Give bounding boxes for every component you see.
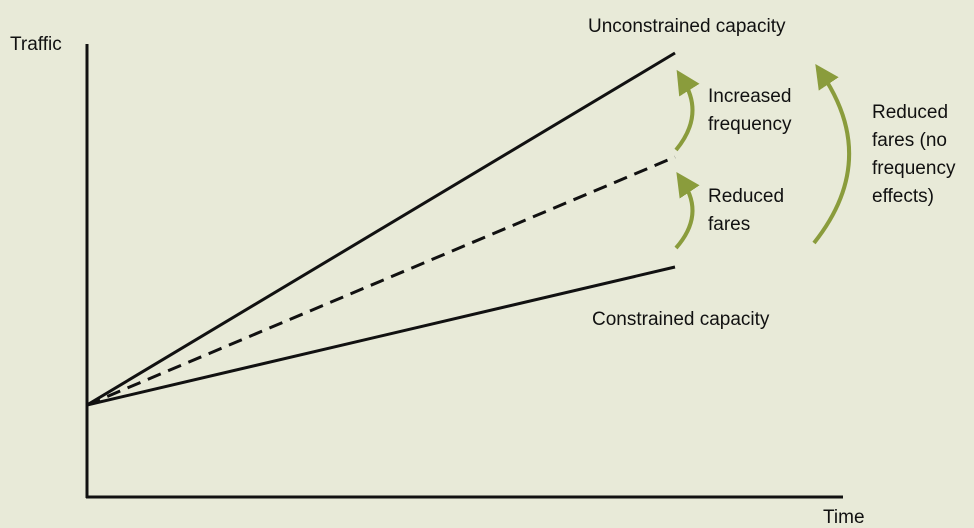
reduced-fares-no-frequency-arrow (812, 64, 852, 245)
reduced-fares-arrow (674, 172, 700, 250)
line-label: Constrained capacity (592, 309, 770, 330)
annotations: Increased frequency Reduced fares Reduced far… (708, 86, 956, 235)
constrained-line (86, 265, 676, 407)
annotation-text: frequency (708, 114, 792, 135)
annotation-text: Increased (708, 86, 791, 107)
annotation-text: effects) (872, 186, 934, 207)
annotation-text: frequency (872, 158, 956, 179)
annotation-text: Reduced (708, 186, 784, 207)
increased-frequency-arrow (674, 69, 700, 152)
annotation-text: Reduced (872, 102, 948, 123)
unconstrained-line (86, 51, 676, 407)
annotation-text: fares (708, 214, 750, 235)
y-axis-label: Traffic (10, 34, 62, 55)
annotation-text: fares (no (872, 130, 947, 151)
x-axis-label: Time (823, 507, 865, 528)
line-label: Unconstrained capacity (588, 16, 786, 37)
intermediate-line (86, 155, 676, 407)
